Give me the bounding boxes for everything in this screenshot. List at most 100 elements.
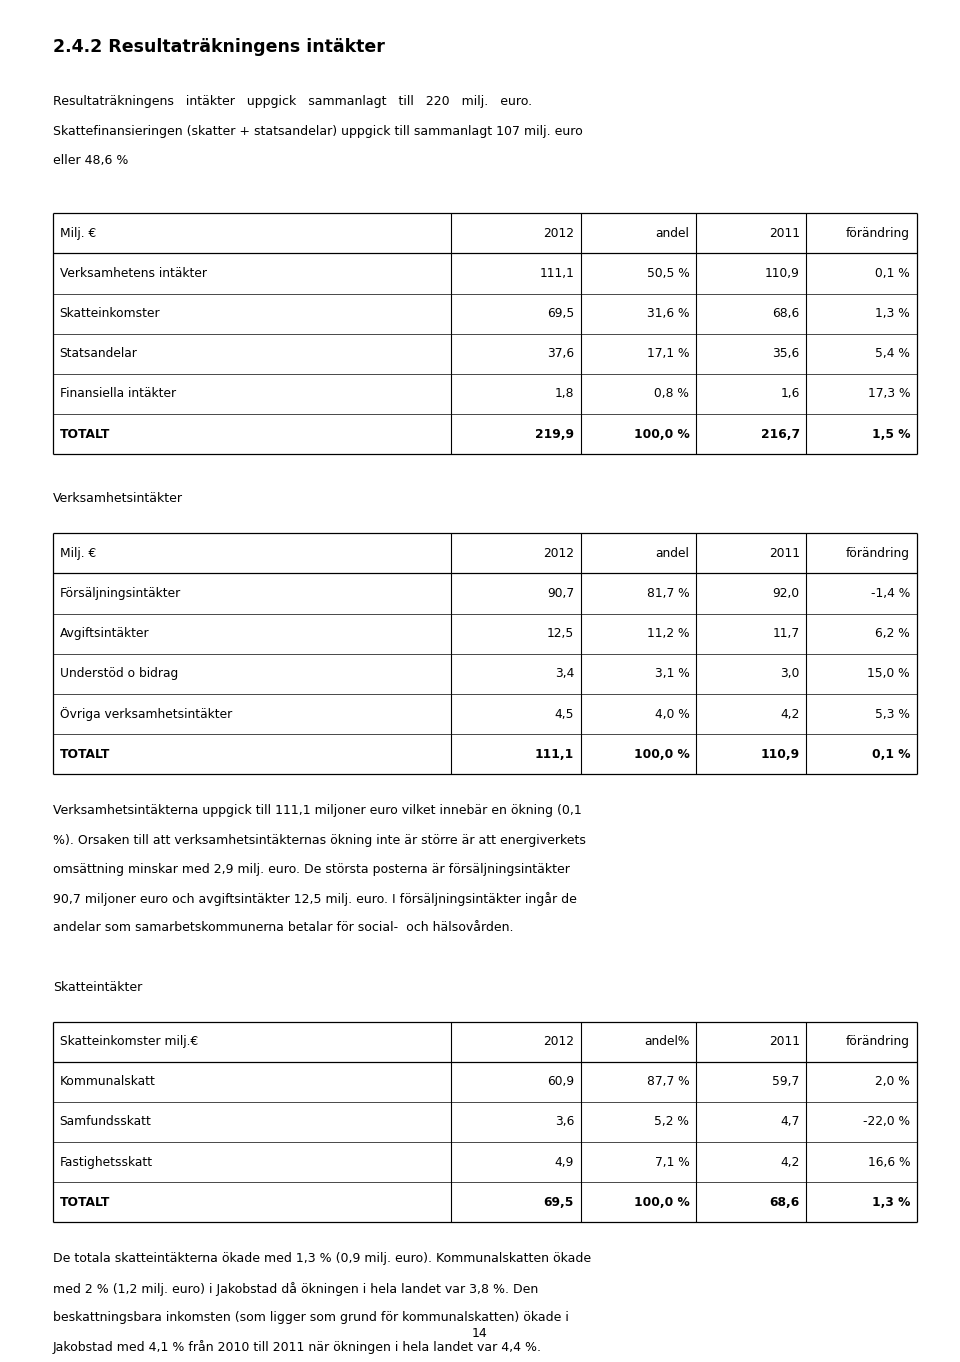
Text: Verksamhetsintäkter: Verksamhetsintäkter	[53, 493, 182, 505]
Text: med 2 % (1,2 milj. euro) i Jakobstad då ökningen i hela landet var 3,8 %. Den: med 2 % (1,2 milj. euro) i Jakobstad då …	[53, 1282, 538, 1295]
Text: 92,0: 92,0	[773, 587, 800, 601]
Text: 111,1: 111,1	[540, 267, 574, 281]
Text: 69,5: 69,5	[547, 306, 574, 320]
Text: %). Orsaken till att verksamhetsintäkternas ökning inte är större är att energiv: %). Orsaken till att verksamhetsintäkter…	[53, 834, 586, 847]
Text: Skattefinansieringen (skatter + statsandelar) uppgick till sammanlagt 107 milj. : Skattefinansieringen (skatter + statsand…	[53, 125, 583, 138]
Text: 68,6: 68,6	[773, 306, 800, 320]
Text: Övriga verksamhetsintäkter: Övriga verksamhetsintäkter	[60, 707, 231, 720]
Text: 4,2: 4,2	[780, 1155, 800, 1169]
Text: 1,5 %: 1,5 %	[872, 428, 910, 441]
Text: 111,1: 111,1	[535, 748, 574, 761]
Text: 17,1 %: 17,1 %	[647, 347, 689, 361]
Text: Skatteintäkter: Skatteintäkter	[53, 981, 142, 994]
Text: 1,6: 1,6	[780, 387, 800, 400]
Text: Understöd o bidrag: Understöd o bidrag	[60, 667, 178, 681]
Text: 100,0 %: 100,0 %	[634, 428, 689, 441]
Text: 5,2 %: 5,2 %	[655, 1115, 689, 1129]
Text: 2,0 %: 2,0 %	[876, 1075, 910, 1088]
Text: 4,7: 4,7	[780, 1115, 800, 1129]
Text: beskattningsbara inkomsten (som ligger som grund för kommunalskatten) ökade i: beskattningsbara inkomsten (som ligger s…	[53, 1310, 568, 1324]
Text: 60,9: 60,9	[547, 1075, 574, 1088]
Text: 4,5: 4,5	[555, 707, 574, 720]
Text: 35,6: 35,6	[773, 347, 800, 361]
Text: 7,1 %: 7,1 %	[655, 1155, 689, 1169]
Text: 17,3 %: 17,3 %	[868, 387, 910, 400]
Text: 2011: 2011	[769, 1035, 800, 1049]
Text: 59,7: 59,7	[773, 1075, 800, 1088]
Text: Resultaträkningens   intäkter   uppgick   sammanlagt   till   220   milj.   euro: Resultaträkningens intäkter uppgick samm…	[53, 95, 532, 109]
Text: 14: 14	[472, 1327, 488, 1340]
Text: 16,6 %: 16,6 %	[868, 1155, 910, 1169]
Text: 1,8: 1,8	[555, 387, 574, 400]
Text: 2012: 2012	[543, 226, 574, 240]
Text: eller 48,6 %: eller 48,6 %	[53, 154, 129, 168]
Text: 3,4: 3,4	[555, 667, 574, 681]
Text: Jakobstad med 4,1 % från 2010 till 2011 när ökningen i hela landet var 4,4 %.: Jakobstad med 4,1 % från 2010 till 2011 …	[53, 1340, 541, 1354]
Text: Kommunalskatt: Kommunalskatt	[60, 1075, 156, 1088]
Text: 3,1 %: 3,1 %	[655, 667, 689, 681]
Text: andel%: andel%	[644, 1035, 689, 1049]
Text: Samfundsskatt: Samfundsskatt	[60, 1115, 152, 1129]
Text: Skatteinkomster: Skatteinkomster	[60, 306, 160, 320]
Text: Försäljningsintäkter: Försäljningsintäkter	[60, 587, 180, 601]
Text: 81,7 %: 81,7 %	[647, 587, 689, 601]
Text: 2.4.2 Resultaträkningens intäkter: 2.4.2 Resultaträkningens intäkter	[53, 38, 385, 56]
Text: -1,4 %: -1,4 %	[871, 587, 910, 601]
Text: Fastighetsskatt: Fastighetsskatt	[60, 1155, 153, 1169]
Text: 3,0: 3,0	[780, 667, 800, 681]
Text: andel: andel	[656, 226, 689, 240]
Text: TOTALT: TOTALT	[60, 748, 109, 761]
Text: 219,9: 219,9	[535, 428, 574, 441]
Text: 2012: 2012	[543, 1035, 574, 1049]
Text: förändring: förändring	[846, 546, 910, 560]
Text: 3,6: 3,6	[555, 1115, 574, 1129]
Text: TOTALT: TOTALT	[60, 428, 109, 441]
Text: 1,3 %: 1,3 %	[872, 1196, 910, 1209]
Text: -22,0 %: -22,0 %	[863, 1115, 910, 1129]
Text: 0,1 %: 0,1 %	[872, 748, 910, 761]
Text: TOTALT: TOTALT	[60, 1196, 109, 1209]
Text: 69,5: 69,5	[543, 1196, 574, 1209]
Text: De totala skatteintäkterna ökade med 1,3 % (0,9 milj. euro). Kommunalskatten öka: De totala skatteintäkterna ökade med 1,3…	[53, 1253, 591, 1265]
Text: Milj. €: Milj. €	[60, 226, 96, 240]
Text: 2011: 2011	[769, 546, 800, 560]
Text: 6,2 %: 6,2 %	[876, 627, 910, 640]
Text: 110,9: 110,9	[760, 748, 800, 761]
Text: 5,3 %: 5,3 %	[876, 707, 910, 720]
Text: 11,7: 11,7	[773, 627, 800, 640]
Text: 87,7 %: 87,7 %	[647, 1075, 689, 1088]
Text: omsättning minskar med 2,9 milj. euro. De största posterna är försäljningsintäkt: omsättning minskar med 2,9 milj. euro. D…	[53, 864, 569, 876]
Text: förändring: förändring	[846, 226, 910, 240]
Text: 0,8 %: 0,8 %	[655, 387, 689, 400]
Text: förändring: förändring	[846, 1035, 910, 1049]
Text: Finansiella intäkter: Finansiella intäkter	[60, 387, 176, 400]
Text: 5,4 %: 5,4 %	[876, 347, 910, 361]
Text: 110,9: 110,9	[765, 267, 800, 281]
Text: 37,6: 37,6	[547, 347, 574, 361]
Text: andel: andel	[656, 546, 689, 560]
Text: Statsandelar: Statsandelar	[60, 347, 137, 361]
Text: 11,2 %: 11,2 %	[647, 627, 689, 640]
Text: 15,0 %: 15,0 %	[868, 667, 910, 681]
Text: 12,5: 12,5	[547, 627, 574, 640]
Text: 2012: 2012	[543, 546, 574, 560]
Text: Avgiftsintäkter: Avgiftsintäkter	[60, 627, 149, 640]
Text: 216,7: 216,7	[760, 428, 800, 441]
Text: 4,0 %: 4,0 %	[655, 707, 689, 720]
Text: 68,6: 68,6	[769, 1196, 800, 1209]
Text: Skatteinkomster milj.€: Skatteinkomster milj.€	[60, 1035, 198, 1049]
Text: 0,1 %: 0,1 %	[876, 267, 910, 281]
Text: 4,2: 4,2	[780, 707, 800, 720]
Text: 1,3 %: 1,3 %	[876, 306, 910, 320]
Text: Verksamhetsintäkterna uppgick till 111,1 miljoner euro vilket innebär en ökning : Verksamhetsintäkterna uppgick till 111,1…	[53, 804, 582, 817]
Text: 90,7 miljoner euro och avgiftsintäkter 12,5 milj. euro. I försäljningsintäkter i: 90,7 miljoner euro och avgiftsintäkter 1…	[53, 892, 577, 906]
Text: 2011: 2011	[769, 226, 800, 240]
Text: Milj. €: Milj. €	[60, 546, 96, 560]
Text: 100,0 %: 100,0 %	[634, 748, 689, 761]
Text: 90,7: 90,7	[547, 587, 574, 601]
Text: 100,0 %: 100,0 %	[634, 1196, 689, 1209]
Text: andelar som samarbetskommunerna betalar för social-  och hälsovården.: andelar som samarbetskommunerna betalar …	[53, 921, 514, 934]
Text: 4,9: 4,9	[555, 1155, 574, 1169]
Text: Verksamhetens intäkter: Verksamhetens intäkter	[60, 267, 206, 281]
Text: 50,5 %: 50,5 %	[646, 267, 689, 281]
